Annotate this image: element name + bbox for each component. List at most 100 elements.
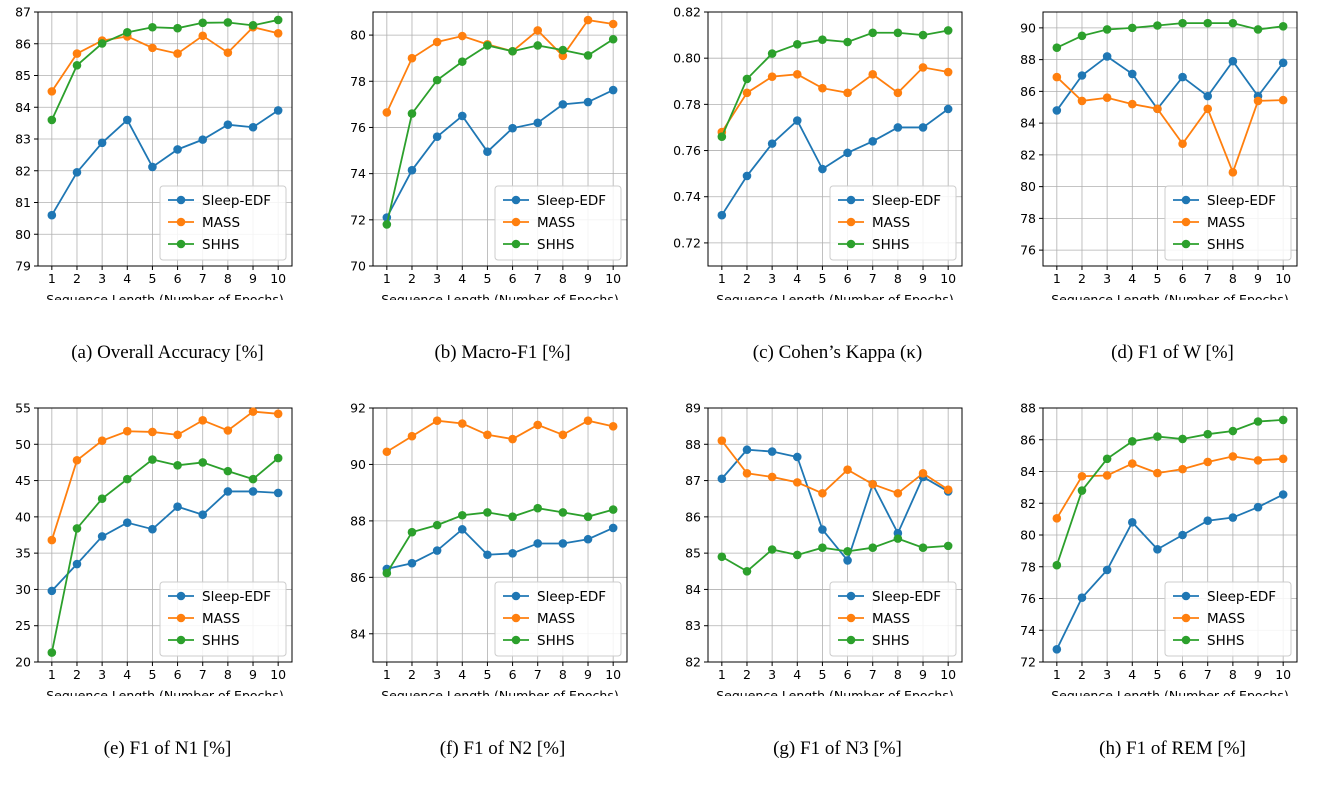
data-point <box>1052 645 1062 654</box>
x-tick-label: 4 <box>793 271 801 286</box>
data-point <box>198 135 208 144</box>
x-tick-label: 9 <box>249 271 257 286</box>
data-point <box>122 115 132 125</box>
legend-swatch-marker <box>176 239 186 249</box>
data-point <box>1102 25 1112 34</box>
x-tick-label: 9 <box>919 667 927 682</box>
data-point <box>407 558 417 568</box>
x-tick-label: 1 <box>383 271 391 286</box>
data-point <box>1253 456 1263 465</box>
data-point <box>558 539 568 548</box>
x-tick-label: 10 <box>605 271 621 286</box>
data-point <box>148 162 157 172</box>
x-tick-label: 7 <box>534 271 542 286</box>
data-point <box>918 63 928 72</box>
y-tick-label: 86 <box>15 36 31 51</box>
data-point <box>1153 21 1162 30</box>
data-point <box>868 479 878 489</box>
data-point <box>173 461 182 470</box>
data-point <box>533 41 543 50</box>
data-point <box>818 488 827 498</box>
x-tick-label: 1 <box>48 271 56 286</box>
data-point <box>608 85 618 95</box>
data-point <box>868 28 878 38</box>
legend-label: Sleep-EDF <box>202 589 271 605</box>
chart-panel-e: 1 2 3 4 5 6 7 8 9 10 20 25 30 35 40 45 50 55 Sequence Leng… <box>0 396 335 792</box>
y-tick-label: 0.72 <box>673 235 701 250</box>
data-point <box>767 72 777 81</box>
data-point <box>173 430 182 440</box>
x-tick-label: 9 <box>1254 667 1262 682</box>
series-mass <box>717 63 953 137</box>
x-tick-label: 5 <box>483 667 491 682</box>
series-sleep-edf <box>1052 490 1288 654</box>
y-tick-label: 0.78 <box>673 97 701 112</box>
data-point <box>432 416 442 425</box>
y-tick-label: 82 <box>15 163 31 178</box>
data-point <box>1228 56 1238 66</box>
legend: Sleep-EDF MASS SHHS <box>494 185 622 261</box>
y-tick-label: 76 <box>1020 591 1036 606</box>
x-tick-label: 9 <box>1254 271 1262 286</box>
data-point <box>583 51 593 60</box>
data-point <box>72 559 82 569</box>
y-tick-label: 55 <box>15 401 31 416</box>
data-point <box>1278 490 1288 499</box>
series-mass <box>1052 452 1288 523</box>
series-sleep-edf <box>1052 52 1288 115</box>
legend-label: SHHS <box>1207 237 1244 253</box>
legend-label: Sleep-EDF <box>537 589 606 605</box>
series-line <box>721 537 949 573</box>
legend-label: SHHS <box>202 633 239 649</box>
panel-caption: (h) F1 of REM [%] <box>1099 738 1246 759</box>
legend-swatch-marker <box>176 217 186 227</box>
x-tick-label: 8 <box>894 271 902 286</box>
series-shhs <box>47 15 283 125</box>
x-tick-label: 2 <box>408 667 416 682</box>
y-tick-label: 83 <box>685 618 701 633</box>
x-axis-label: Sequence Length (Number of Epochs) <box>381 292 618 300</box>
series-sleep-edf <box>717 445 953 565</box>
data-point <box>248 122 258 132</box>
legend-swatch-marker <box>846 195 856 205</box>
legend: Sleep-EDF MASS SHHS <box>1164 581 1292 657</box>
data-point <box>223 466 233 476</box>
data-point <box>47 210 57 220</box>
y-tick-label: 83 <box>15 132 31 147</box>
x-axis-label: Sequence Length (Number of Epochs) <box>46 292 283 300</box>
series-line <box>51 19 279 121</box>
legend-label: SHHS <box>202 237 239 253</box>
x-tick-label: 6 <box>844 271 852 286</box>
y-tick-label: 87 <box>15 5 31 20</box>
x-tick-label: 5 <box>818 271 826 286</box>
series-shhs <box>717 534 953 576</box>
x-tick-label: 2 <box>73 271 81 286</box>
data-point <box>742 88 752 98</box>
data-point <box>608 505 618 514</box>
data-point <box>1228 168 1238 177</box>
data-point <box>1077 471 1087 481</box>
data-point <box>273 488 283 498</box>
y-tick-label: 88 <box>350 513 366 528</box>
data-point <box>893 534 903 543</box>
data-point <box>432 37 442 47</box>
data-point <box>457 510 467 520</box>
y-tick-label: 80 <box>1020 179 1036 194</box>
data-point <box>248 21 258 30</box>
x-tick-label: 4 <box>458 667 466 682</box>
chart-svg: 1 2 3 4 5 6 7 8 9 10 0.72 0.74 0.76 0.78 0.80 0.82 Seque… <box>673 5 963 300</box>
x-tick-label: 8 <box>1229 667 1237 682</box>
panel-caption: (b) Macro-F1 [%] <box>434 342 571 363</box>
x-tick-label: 3 <box>1103 667 1111 682</box>
legend: Sleep-EDF MASS SHHS <box>494 581 622 657</box>
series-mass <box>717 436 953 498</box>
data-point <box>1178 464 1187 474</box>
y-tick-label: 81 <box>15 195 31 210</box>
data-point <box>868 137 878 146</box>
legend-swatch-marker <box>511 217 521 227</box>
y-tick-label: 85 <box>15 68 31 83</box>
legend-label: SHHS <box>537 633 574 649</box>
data-point <box>457 525 467 534</box>
y-tick-label: 74 <box>1020 623 1036 638</box>
x-axis-label: Sequence Length (Number of Epochs) <box>381 688 618 696</box>
